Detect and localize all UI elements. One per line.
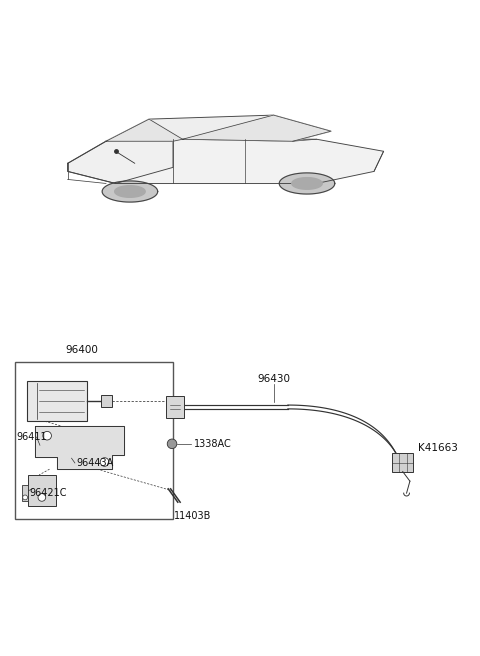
Text: 96430: 96430 — [257, 374, 290, 384]
Polygon shape — [106, 115, 331, 141]
Polygon shape — [292, 178, 322, 190]
Bar — [15, 361, 173, 520]
Text: 96421C: 96421C — [29, 488, 67, 498]
Bar — [101, 396, 112, 407]
Text: 1338AC: 1338AC — [193, 439, 231, 449]
Bar — [27, 380, 87, 421]
Polygon shape — [68, 139, 173, 184]
Bar — [28, 475, 56, 506]
Polygon shape — [68, 139, 384, 184]
Polygon shape — [106, 119, 182, 141]
Text: K41663: K41663 — [418, 443, 458, 453]
Circle shape — [43, 432, 51, 440]
Bar — [392, 453, 413, 472]
Polygon shape — [35, 426, 124, 469]
Polygon shape — [182, 115, 331, 141]
Text: 96400: 96400 — [65, 345, 98, 356]
Bar — [166, 396, 184, 417]
Text: 96443A: 96443A — [76, 458, 114, 468]
Bar — [22, 485, 28, 501]
Polygon shape — [102, 181, 157, 202]
Circle shape — [38, 493, 46, 501]
Polygon shape — [115, 186, 145, 197]
Text: 96411: 96411 — [16, 432, 47, 442]
Polygon shape — [279, 173, 335, 194]
Text: 11403B: 11403B — [174, 511, 212, 521]
Circle shape — [167, 439, 177, 449]
Circle shape — [23, 495, 27, 500]
Circle shape — [100, 458, 109, 466]
